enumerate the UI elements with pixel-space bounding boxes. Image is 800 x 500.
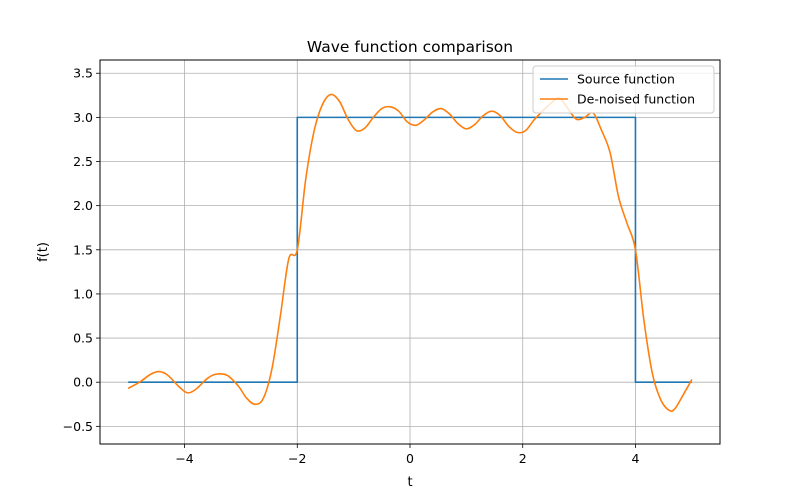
y-tick-label: 2.5 <box>73 154 93 169</box>
legend-label-denoised: De-noised function <box>577 92 695 107</box>
y-tick-label: 1.0 <box>73 286 93 301</box>
x-tick-label: 4 <box>631 451 639 466</box>
chart-title: Wave function comparison <box>307 38 513 56</box>
y-tick-label: −0.5 <box>63 419 93 434</box>
x-tick-label: −4 <box>175 451 193 466</box>
legend-box <box>532 65 715 114</box>
y-tick-label: 3.5 <box>73 66 93 81</box>
x-tick-label: 0 <box>406 451 414 466</box>
y-grid <box>100 72 720 427</box>
x-tick-label: 2 <box>519 451 527 466</box>
series-line-de-noised-function <box>127 93 693 413</box>
legend: Source function De-noised function <box>532 65 715 114</box>
y-tick-label: 1.5 <box>73 242 93 257</box>
legend-label-source: Source function <box>577 72 675 87</box>
y-ticks: −0.5 0.0 0.5 1.0 1.5 2.0 2.5 3.0 3.5 <box>63 66 100 434</box>
y-tick-label: 0.5 <box>73 331 93 346</box>
y-tick-label: 2.0 <box>73 198 93 213</box>
y-tick-label: 3.0 <box>73 110 93 125</box>
y-tick-label: 0.0 <box>73 375 93 390</box>
x-axis-label: t <box>407 475 412 490</box>
x-tick-label: −2 <box>288 451 306 466</box>
x-ticks: −4 −2 0 2 4 <box>175 444 639 466</box>
y-axis-label: f(t) <box>36 242 51 262</box>
series-layer <box>127 93 693 413</box>
